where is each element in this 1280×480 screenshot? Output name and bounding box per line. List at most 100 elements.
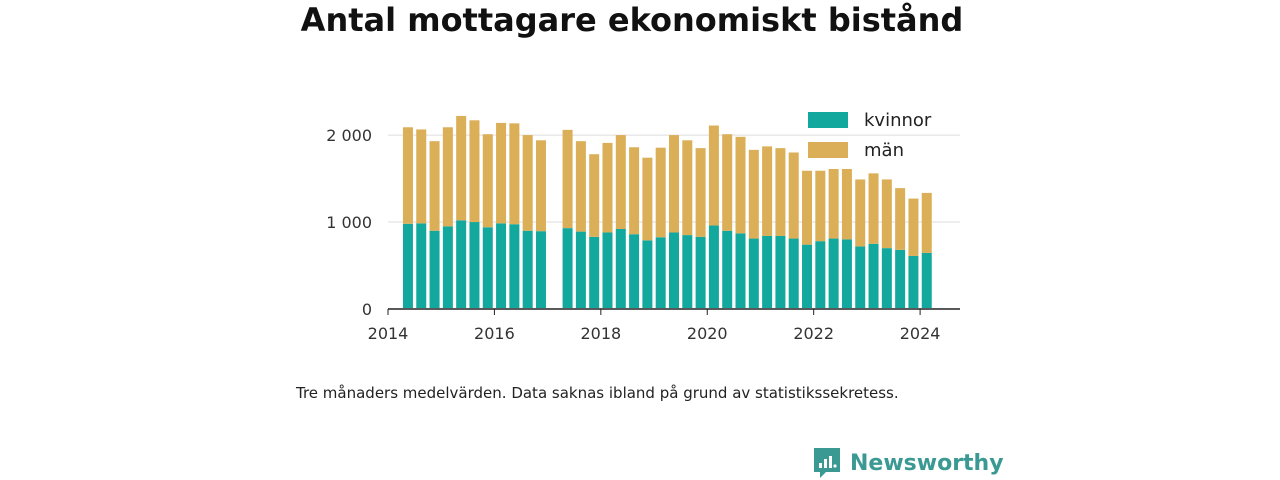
bar-kvinnor [482, 227, 493, 308]
bar-kvinnor [402, 223, 413, 308]
bar-man [815, 170, 826, 242]
legend: kvinnor män [808, 110, 932, 161]
bar-kvinnor [735, 233, 746, 308]
bar-man [775, 148, 786, 236]
bar-kvinnor [589, 236, 600, 308]
bar-man [788, 152, 799, 239]
bar-kvinnor [708, 225, 719, 308]
x-tick-label: 2024 [900, 324, 941, 343]
bar-kvinnor [535, 231, 546, 308]
bar-man [402, 127, 413, 224]
x-tick-label: 2016 [474, 324, 515, 343]
bar-man [748, 149, 759, 239]
bar-man [881, 179, 892, 249]
bar-man [895, 188, 906, 250]
bar-man [629, 147, 640, 235]
bar-kvinnor [802, 244, 813, 308]
bar-man [722, 134, 733, 231]
legend-swatch [808, 142, 848, 158]
bar-kvinnor [429, 230, 440, 308]
legend-label: män [864, 140, 904, 161]
bar-man [522, 135, 533, 231]
bar-man [615, 135, 626, 229]
bar-man [921, 192, 932, 253]
bar-kvinnor [562, 228, 573, 308]
bar-man [442, 127, 453, 227]
bar-kvinnor [722, 230, 733, 308]
bar-man [469, 120, 480, 223]
bar-kvinnor [496, 223, 507, 308]
bar-kvinnor [788, 238, 799, 308]
bar-kvinnor [895, 249, 906, 308]
bar-man [802, 170, 813, 245]
bar-man [908, 198, 919, 256]
bar-kvinnor [868, 243, 879, 308]
x-tick-label: 2014 [368, 324, 409, 343]
bar-kvinnor [855, 246, 866, 308]
legend-label: kvinnor [864, 110, 932, 131]
bars [402, 115, 932, 308]
x-tick-label: 2020 [687, 324, 728, 343]
bar-kvinnor [456, 220, 467, 308]
bar-man [535, 140, 546, 232]
bar-kvinnor [602, 232, 613, 308]
bar-kvinnor [629, 234, 640, 308]
bar-man [828, 169, 839, 239]
bar-kvinnor [841, 239, 852, 308]
bar-man [642, 157, 653, 241]
bar-kvinnor [416, 223, 427, 308]
brand-logo[interactable]: Newsworthy [812, 446, 1004, 480]
bar-kvinnor [775, 235, 786, 308]
bar-man [855, 179, 866, 247]
bar-kvinnor [881, 248, 892, 308]
bar-man [708, 125, 719, 226]
bar-kvinnor [669, 232, 679, 308]
bar-kvinnor [695, 236, 706, 308]
bar-man [575, 141, 586, 232]
bar-man [695, 148, 706, 237]
bar-kvinnor [442, 226, 453, 308]
axes: 0 1 000 2 000 2014 2016 2018 2020 2022 2024 [326, 126, 960, 343]
bar-kvinnor [682, 235, 693, 308]
bar-kvinnor [522, 230, 533, 308]
bar-man [841, 169, 852, 240]
bar-man [429, 141, 440, 231]
x-tick-label: 2022 [793, 324, 834, 343]
bar-kvinnor [469, 222, 480, 308]
bar-man [682, 140, 693, 236]
bar-kvinnor [828, 238, 839, 308]
x-tick-label: 2018 [580, 324, 621, 343]
y-tick-label: 0 [362, 300, 372, 319]
y-tick-label: 2 000 [326, 126, 372, 145]
bar-kvinnor [509, 224, 520, 308]
bar-man [562, 129, 573, 229]
bar-kvinnor [762, 235, 773, 308]
bar-kvinnor [921, 252, 932, 308]
legend-swatch [808, 112, 848, 128]
bar-man [669, 135, 679, 233]
bar-man [602, 142, 613, 233]
bar-kvinnor [908, 255, 919, 308]
newsworthy-logo-icon [814, 448, 840, 478]
bar-kvinnor [575, 231, 586, 308]
y-tick-label: 1 000 [326, 213, 372, 232]
bar-man [496, 122, 507, 224]
bar-kvinnor [642, 240, 653, 308]
bar-man [456, 115, 467, 221]
bar-man [762, 146, 773, 236]
bar-man [589, 154, 600, 237]
brand-name: Newsworthy [850, 450, 1004, 476]
bar-man [416, 129, 427, 224]
bar-man [655, 147, 666, 238]
chart-title: Antal mottagare ekonomiskt bistånd [300, 1, 964, 39]
footnote: Tre månaders medelvärden. Data saknas ib… [296, 384, 899, 402]
bar-kvinnor [748, 238, 759, 308]
bar-kvinnor [815, 241, 826, 308]
bar-man [735, 136, 746, 234]
bar-man [509, 123, 520, 225]
bar-man [482, 134, 493, 228]
bar-kvinnor [655, 237, 666, 308]
bar-man [868, 173, 879, 244]
bar-chart: 0 1 000 2 000 2014 2016 2018 2020 2022 2024 kvin… [326, 110, 960, 343]
bar-kvinnor [615, 229, 626, 308]
